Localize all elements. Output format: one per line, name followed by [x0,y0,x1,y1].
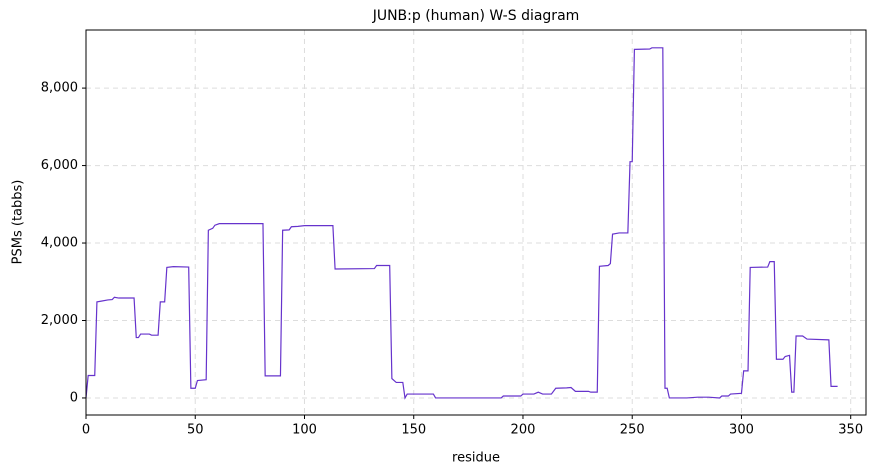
y-tick-label: 2,000 [41,313,78,328]
y-tick-label: 8,000 [41,81,78,96]
plot-frame [85,29,867,416]
y-axis-label: PSMs (tabbs) [11,180,26,265]
data-line [85,47,838,400]
x-tick-label: 300 [729,423,754,438]
y-tick-label: 0 [70,390,78,405]
x-tick-label: 100 [292,423,317,438]
x-tick-label: 250 [620,423,645,438]
y-tick-label: 4,000 [41,236,78,251]
x-tick-label: 50 [187,423,204,438]
x-axis-label: residue [452,451,500,466]
y-tick-label: 6,000 [41,158,78,173]
x-tick-label: 150 [401,423,426,438]
chart-title: JUNB:p (human) W-S diagram [372,8,580,24]
x-tick-label: 0 [82,423,90,438]
x-tick-label: 350 [838,423,863,438]
x-tick-label: 200 [511,423,536,438]
